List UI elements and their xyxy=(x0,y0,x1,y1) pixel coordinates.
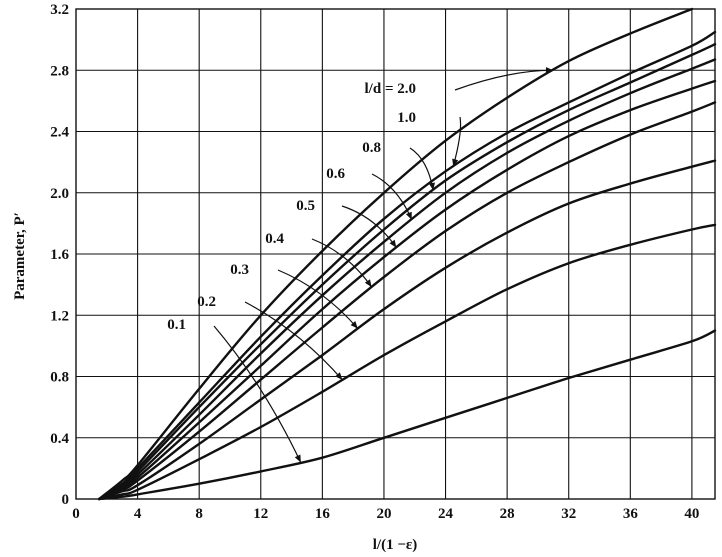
series-label: 0.6 xyxy=(326,166,345,182)
leader-arrowhead xyxy=(389,239,397,248)
series-line xyxy=(97,58,717,501)
series-line xyxy=(97,43,717,501)
x-tick-label: 12 xyxy=(253,506,268,522)
y-axis-title: Parameter, P′ xyxy=(12,212,28,300)
x-tick-label: 36 xyxy=(623,506,639,522)
leader-arrowhead xyxy=(405,211,412,220)
x-tick-label: 32 xyxy=(561,506,576,522)
y-tick-label: 1.6 xyxy=(50,247,69,263)
x-tick-label: 4 xyxy=(134,506,142,522)
leader-arrowhead xyxy=(545,67,554,74)
x-tick-label: 8 xyxy=(195,506,203,522)
curve-labels: l/d = 2.0 1.0 0.8 0.6 0.5 0.4 0.3 0.2 0.1 xyxy=(167,81,416,333)
series-label: 1.0 xyxy=(397,110,416,126)
series-line xyxy=(97,329,717,501)
series-line xyxy=(97,30,717,501)
leader-line xyxy=(244,301,343,381)
x-tick-label: 16 xyxy=(315,506,331,522)
series-line xyxy=(97,79,717,501)
y-tick-label: 1.2 xyxy=(50,308,69,324)
leader-line xyxy=(213,325,302,463)
leader-line xyxy=(311,238,373,288)
plot-frame xyxy=(75,8,716,500)
leader-line xyxy=(277,269,359,329)
curve-leaders xyxy=(213,67,554,463)
series-label: 0.3 xyxy=(230,262,249,278)
x-tick-label: 28 xyxy=(500,506,515,522)
series-label: 0.8 xyxy=(362,140,381,156)
series-label: 0.1 xyxy=(167,317,186,333)
leader-arrowhead xyxy=(294,454,301,463)
y-tick-labels: 0 0.4 0.8 1.2 1.6 2.0 2.4 2.8 3.2 xyxy=(50,2,69,508)
y-tick-label: 0.4 xyxy=(50,431,69,447)
x-tick-labels: 0 4 8 12 16 20 24 28 32 36 40 xyxy=(72,506,699,522)
series-label: l/d = 2.0 xyxy=(365,81,416,97)
y-tick-label: 2.8 xyxy=(50,63,69,79)
y-tick-label: 3.2 xyxy=(50,2,69,18)
x-tick-label: 40 xyxy=(684,506,699,522)
y-tick-label: 2.4 xyxy=(50,125,69,141)
series-line xyxy=(97,159,717,501)
leader-arrowhead xyxy=(452,158,459,167)
y-tick-label: 2.0 xyxy=(50,186,69,202)
y-tick-label: 0.8 xyxy=(50,370,69,386)
y-tick-label: 0 xyxy=(62,492,70,508)
x-tick-label: 0 xyxy=(72,506,80,522)
leader-line xyxy=(452,116,462,167)
x-tick-label: 24 xyxy=(438,506,454,522)
leader-arrowhead xyxy=(364,279,372,288)
x-tick-label: 20 xyxy=(376,506,391,522)
leader-arrowhead xyxy=(350,321,358,329)
series-line xyxy=(97,223,717,501)
series-line xyxy=(97,101,717,501)
leader-line xyxy=(454,69,554,91)
series-line xyxy=(97,7,694,501)
x-axis-title: l/(1 −ε) xyxy=(373,537,418,553)
leader-arrowhead xyxy=(335,372,343,380)
series-label: 0.5 xyxy=(296,198,315,214)
leader-arrowhead xyxy=(428,182,435,191)
series-label: 0.2 xyxy=(197,294,216,310)
curves xyxy=(97,7,717,501)
series-label: 0.4 xyxy=(265,231,284,247)
